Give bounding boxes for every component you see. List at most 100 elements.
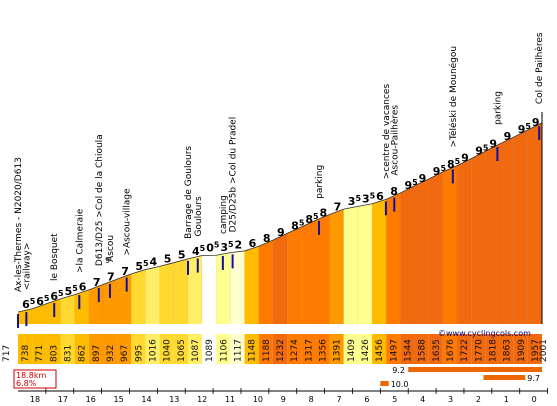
altitude-bar — [202, 334, 217, 364]
altitude-bar — [32, 334, 47, 364]
waypoint-label: D25/D25b >Col du Pradel — [229, 117, 239, 233]
gradient-label: 6 — [376, 190, 384, 203]
gradient-label: 9 — [489, 137, 497, 150]
profile-segment — [230, 250, 245, 324]
altitude-label: 1635 — [432, 339, 442, 362]
altitude-bar — [216, 334, 231, 364]
gradient-label: 8 — [263, 232, 271, 245]
altitude-labels: 738 771 803 831 862 897 932 967 995 1016 1040 1065 1… — [21, 339, 541, 362]
altitude-bar — [442, 334, 458, 364]
end-altitude: 2001 — [539, 339, 549, 362]
km-label: 3 — [448, 395, 453, 404]
altitude-label: 1957 — [531, 339, 541, 362]
profile-segment — [301, 220, 316, 324]
steep-section-label: 9.2 — [392, 366, 405, 375]
altitude-label: 1863 — [503, 339, 513, 362]
profile-segment — [60, 294, 75, 324]
altitude-label: 1818 — [488, 339, 498, 362]
profile-segment — [386, 192, 401, 324]
altitude-bar — [485, 334, 500, 364]
km-label: 12 — [197, 395, 207, 404]
gradient-label: 9 — [504, 130, 512, 143]
waypoint-label: Col de Pailhères — [534, 32, 545, 104]
altitude-bar — [329, 334, 344, 364]
km-label: 7 — [336, 395, 341, 404]
altitude-bar — [60, 334, 75, 364]
gradient-decimal: 5 — [228, 240, 234, 249]
gradient-decimal: 5 — [440, 164, 446, 173]
altitude-bar — [471, 334, 486, 364]
profile-segment — [513, 130, 528, 324]
km-label: 0 — [532, 395, 537, 404]
profile-segment — [414, 179, 429, 324]
gradient-decimal: 5 — [455, 157, 461, 166]
altitude-label: 771 — [35, 345, 45, 362]
waypoint-label: parking — [493, 91, 503, 125]
altitude-label: 1497 — [389, 339, 399, 362]
altitude-bar — [513, 334, 528, 364]
altitude-label: 1391 — [333, 339, 343, 362]
gradient-label: 9 — [461, 152, 469, 165]
altitude-label: 932 — [106, 345, 116, 362]
gradient-label: 9 — [419, 172, 427, 185]
altitude-label: 1456 — [375, 339, 385, 362]
waypoint-label: D613/D25 >Col de la Chioula — [95, 134, 105, 266]
km-label: 6 — [364, 395, 369, 404]
gradient-decimal: 5 — [30, 297, 36, 306]
profile-segment — [357, 203, 373, 324]
km-label: 9 — [281, 395, 286, 404]
altitude-bar — [102, 334, 118, 364]
waypoint-label: <railway> — [22, 243, 32, 291]
waypoint-label: camping — [219, 195, 229, 234]
waypoint-label: Ascou — [106, 235, 116, 262]
profile-segment — [244, 246, 259, 324]
steep-section-bar — [483, 375, 526, 380]
steep-section-bar — [408, 367, 542, 372]
altitude-label: 1544 — [403, 339, 413, 362]
altitude-label: 831 — [64, 345, 74, 362]
altitude-label: 1016 — [149, 339, 159, 362]
summary-box — [13, 369, 57, 389]
profile-segment — [485, 143, 500, 324]
profile-outline — [17, 122, 543, 313]
altitude-label: 1117 — [234, 339, 244, 362]
gradient-label: 6 — [249, 237, 257, 250]
profile-fill — [17, 112, 543, 324]
profile-segment — [471, 151, 486, 324]
profile-segment — [258, 240, 273, 324]
profile-segment — [329, 209, 344, 324]
altitude-bar — [117, 334, 132, 364]
altitude-bar — [244, 334, 259, 364]
altitude-bar — [46, 334, 61, 364]
altitude-bar — [372, 334, 387, 364]
km-label: 11 — [225, 395, 235, 404]
waypoint-labels: Ax-les-Thermes - N2020/D613<railway> le B… — [14, 32, 545, 328]
altitude-label: 1188 — [262, 339, 272, 362]
waypoint-label: >Téléski de Mounégou — [448, 46, 459, 148]
gradient-decimal: 5 — [44, 294, 50, 303]
gradient-decimal: 5 — [214, 241, 220, 250]
altitude-bar — [357, 334, 373, 364]
profile-segment — [202, 255, 217, 324]
profile-segment — [145, 266, 160, 324]
profile-segment — [18, 308, 33, 324]
steepest-sections: 9.2 9.7 10.0 — [380, 366, 542, 389]
altitude-label: 1232 — [276, 339, 286, 362]
km-label: 13 — [169, 395, 179, 404]
altitude-bar — [315, 334, 330, 364]
profile-segment — [272, 233, 288, 324]
km-label: 10 — [253, 395, 263, 404]
altitude-label: 1356 — [318, 339, 328, 362]
altitude-label: 1722 — [460, 339, 470, 362]
profile-segment — [400, 185, 415, 324]
altitude-label: 803 — [49, 345, 59, 362]
waypoint-label: parking — [315, 165, 325, 199]
altitude-bar — [386, 334, 401, 364]
gradient-label: 5 — [178, 249, 186, 262]
altitude-bar — [131, 334, 146, 364]
altitude-bar — [145, 334, 160, 364]
altitude-label: 1065 — [177, 339, 187, 362]
altitude-label: 1770 — [474, 339, 484, 362]
altitude-bar — [527, 334, 542, 364]
altitude-label: 1040 — [163, 339, 173, 362]
